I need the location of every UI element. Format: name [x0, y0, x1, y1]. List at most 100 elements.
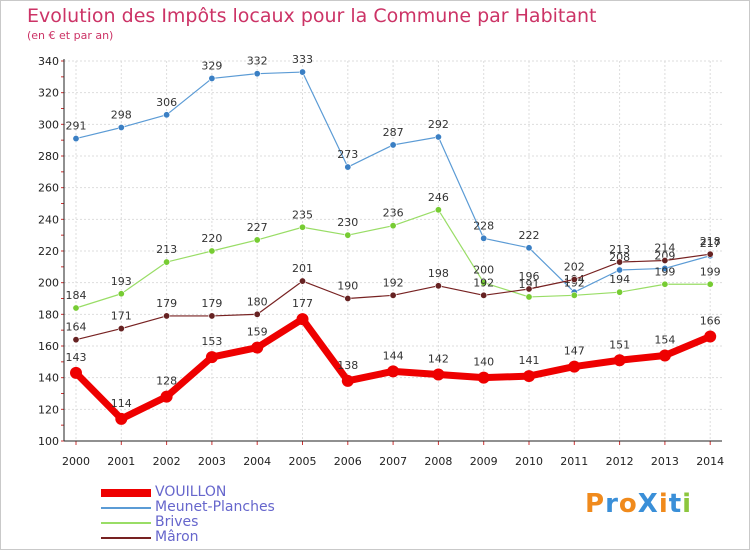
y-tick-label: 120 [38, 403, 59, 416]
data-point [570, 275, 578, 283]
data-point [344, 163, 352, 171]
data-point [253, 236, 261, 244]
data-label: 153 [201, 335, 222, 348]
data-label: 329 [201, 59, 222, 72]
y-tick-label: 320 [38, 87, 59, 100]
data-label: 154 [654, 334, 675, 347]
x-tick-label: 2012 [606, 455, 634, 468]
data-point [160, 390, 173, 403]
data-label: 196 [519, 270, 540, 283]
data-label: 128 [156, 375, 177, 388]
data-label: 228 [473, 219, 494, 232]
data-label: 208 [609, 251, 630, 264]
data-point [298, 68, 306, 76]
data-point [205, 351, 218, 364]
legend-swatch [101, 506, 151, 509]
data-point [251, 341, 264, 354]
data-point [661, 256, 669, 264]
data-label: 198 [428, 267, 449, 280]
legend-item: Mâron [101, 530, 275, 545]
y-tick-label: 100 [38, 435, 59, 448]
data-label: 177 [292, 297, 313, 310]
data-label: 217 [700, 237, 721, 250]
data-label: 171 [111, 310, 132, 323]
data-label: 287 [383, 126, 404, 139]
data-point [389, 222, 397, 230]
data-point [117, 124, 125, 132]
x-tick-label: 2014 [696, 455, 724, 468]
data-label: 166 [700, 315, 721, 328]
data-point [613, 354, 626, 367]
legend-swatch [101, 536, 151, 539]
x-tick-label: 2002 [153, 455, 181, 468]
data-point [661, 264, 669, 272]
data-point [706, 250, 714, 258]
data-point [163, 312, 171, 320]
data-point [115, 412, 128, 425]
data-label: 291 [66, 120, 87, 133]
data-point [704, 330, 717, 343]
y-tick-label: 300 [38, 118, 59, 131]
y-tick-label: 260 [38, 182, 59, 195]
data-label: 192 [473, 276, 494, 289]
data-label: 227 [247, 221, 268, 234]
data-label: 141 [519, 354, 540, 367]
data-point [341, 374, 354, 387]
proxiti-logo: ProXiti [585, 489, 692, 519]
data-point [163, 111, 171, 119]
data-point [117, 325, 125, 333]
data-label: 199 [654, 265, 675, 278]
data-point [208, 247, 216, 255]
data-point [661, 280, 669, 288]
data-label: 235 [292, 208, 313, 221]
legend-label: VOUILLON [155, 484, 227, 500]
chart-title: Evolution des Impôts locaux pour la Comm… [27, 5, 597, 27]
data-label: 202 [564, 261, 585, 274]
data-point [616, 288, 624, 296]
x-tick-label: 2001 [107, 455, 135, 468]
data-label: 298 [111, 109, 132, 122]
data-point [389, 141, 397, 149]
data-label: 213 [156, 243, 177, 256]
logo-letter: r [605, 489, 619, 519]
data-label: 273 [337, 148, 358, 161]
data-label: 220 [201, 232, 222, 245]
x-tick-label: 2005 [289, 455, 317, 468]
y-tick-label: 220 [38, 245, 59, 258]
data-point [432, 368, 445, 381]
legend-label: Brives [155, 514, 199, 530]
legend-item: Brives [101, 515, 275, 530]
data-label: 138 [337, 359, 358, 372]
logo-letter: P [585, 489, 606, 519]
data-point [208, 312, 216, 320]
data-point [70, 366, 82, 379]
data-label: 218 [700, 235, 721, 248]
data-point [298, 277, 306, 285]
x-tick-label: 2007 [379, 455, 407, 468]
data-label: 222 [519, 229, 540, 242]
x-tick-label: 2009 [470, 455, 498, 468]
logo-letter: X [637, 489, 659, 519]
logo-letter: o [618, 489, 638, 519]
data-point [253, 70, 261, 78]
y-tick-label: 160 [38, 340, 59, 353]
x-tick-label: 2010 [515, 455, 543, 468]
data-label: 230 [337, 216, 358, 229]
x-tick-label: 2000 [62, 455, 90, 468]
data-point [72, 336, 80, 344]
data-label: 192 [383, 276, 404, 289]
data-point [525, 285, 533, 293]
data-point [477, 371, 490, 384]
data-point [480, 279, 488, 287]
logo-letter: t [668, 489, 683, 519]
y-tick-label: 340 [38, 55, 59, 68]
legend-label: Mâron [155, 529, 199, 545]
data-point [298, 223, 306, 231]
data-label: 214 [654, 242, 675, 255]
logo-letter: i [682, 489, 693, 519]
data-point [434, 133, 442, 141]
y-tick-label: 200 [38, 277, 59, 290]
data-label: 140 [473, 356, 494, 369]
data-label: 180 [247, 295, 268, 308]
